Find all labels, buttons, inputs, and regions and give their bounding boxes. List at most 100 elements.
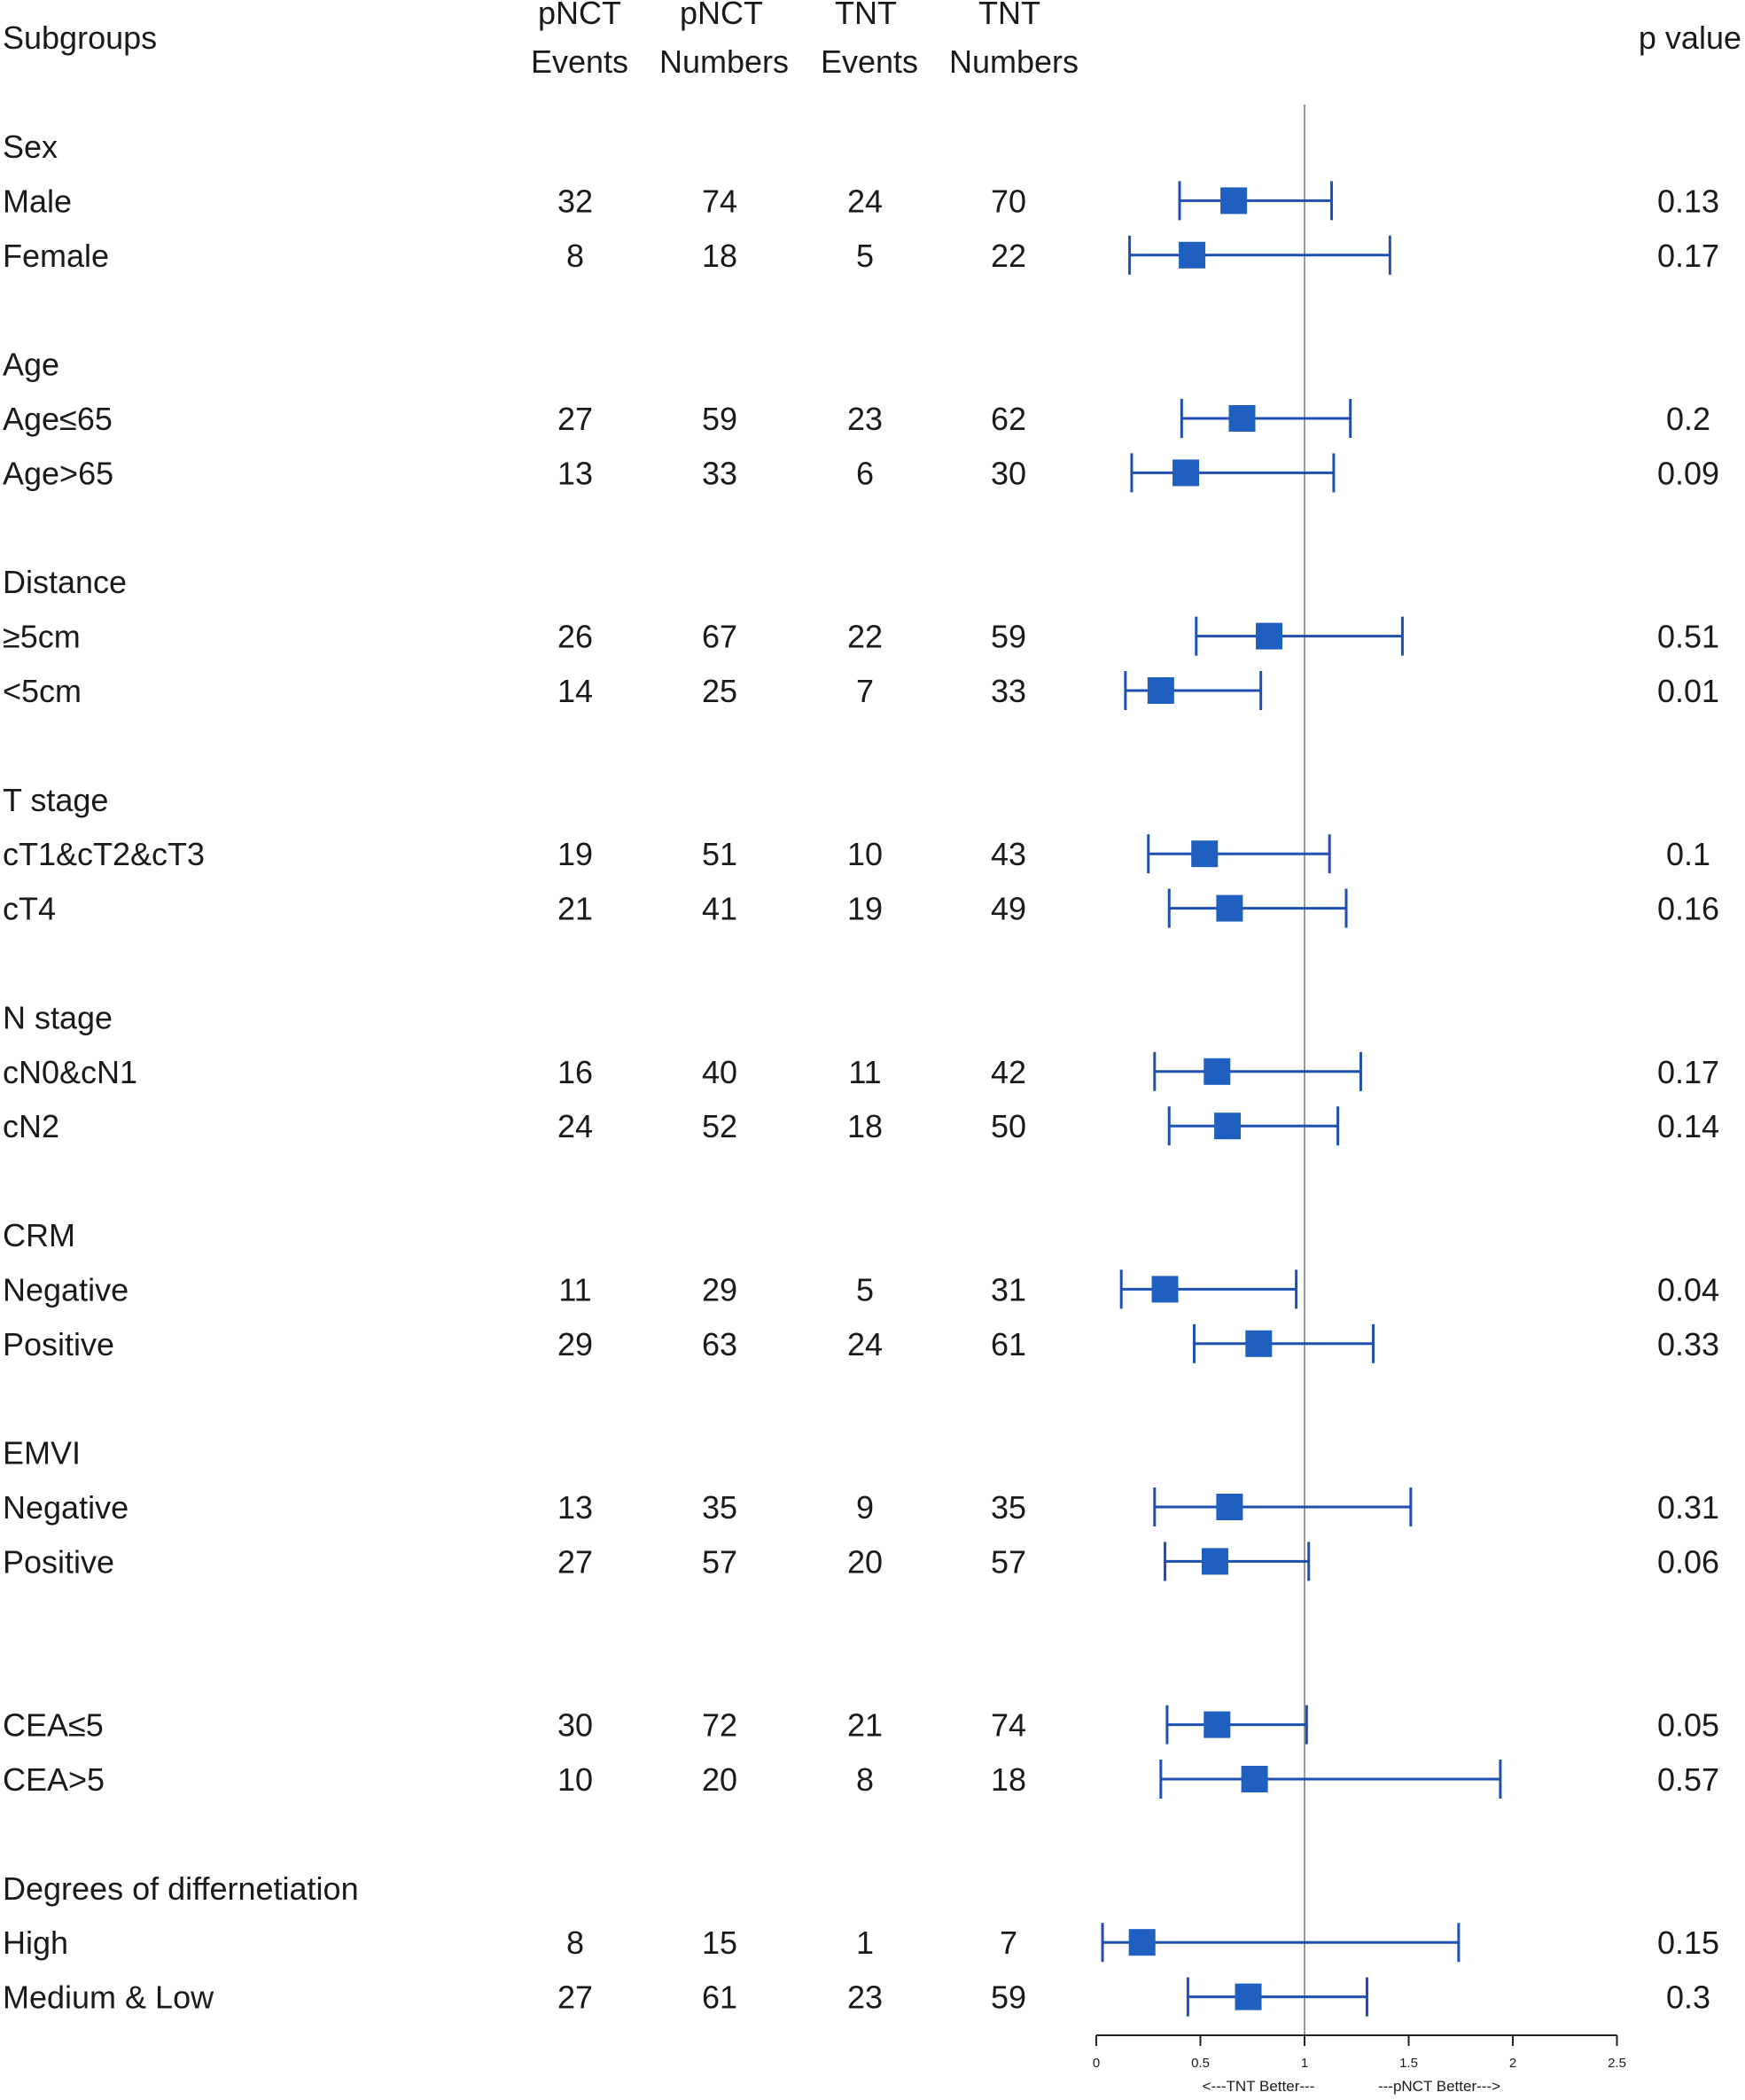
hazard-ratio-marker	[1191, 840, 1219, 868]
subgroup-heading: Degrees of differnetiation	[3, 1870, 359, 1907]
tnt-events-value: 20	[847, 1543, 883, 1580]
header-p-value: p value	[1639, 20, 1741, 56]
tnt-events-value: 23	[847, 1979, 883, 2016]
subgroup-label: CEA>5	[3, 1761, 105, 1798]
subgroup-label: CEA≤5	[3, 1707, 104, 1744]
tnt-numbers-value: 70	[991, 183, 1026, 219]
x-axis-tick-label: 1.5	[1399, 2056, 1418, 2071]
p-value: 0.06	[1657, 1543, 1719, 1580]
subgroup-label: Negative	[3, 1489, 129, 1526]
pnct-numbers-value: 67	[702, 619, 737, 655]
p-value: 0.57	[1657, 1761, 1719, 1798]
subgroup-label: High	[3, 1924, 68, 1961]
pnct-numbers-value: 52	[702, 1108, 737, 1144]
tnt-events-value: 10	[847, 836, 883, 872]
header-pnct-numbers-line1: pNCT	[680, 0, 763, 31]
hazard-ratio-marker	[1151, 1276, 1179, 1303]
tnt-numbers-value: 57	[991, 1543, 1026, 1580]
subgroup-heading: Age	[3, 347, 59, 383]
tnt-numbers-value: 42	[991, 1054, 1026, 1090]
x-axis: 0 0.5 1 1.5 2 2.5 <---TNT Better--- ---pNCT Bet…	[1093, 2034, 1626, 2095]
tnt-events-value: 18	[847, 1108, 883, 1144]
hazard-ratio-marker	[1216, 894, 1243, 922]
pnct-events-value: 27	[557, 1979, 593, 2016]
pnct-events-value: 8	[566, 238, 584, 274]
hazard-ratio-marker	[1128, 1929, 1156, 1956]
pnct-numbers-value: 59	[702, 401, 737, 437]
pnct-events-value: 13	[557, 1489, 593, 1526]
pnct-events-value: 24	[557, 1108, 593, 1144]
subgroup-label: Negative	[3, 1271, 129, 1308]
x-axis-tick-label: 2	[1509, 2056, 1516, 2071]
tnt-numbers-value: 74	[991, 1707, 1026, 1744]
tnt-events-value: 1	[856, 1924, 874, 1961]
subgroup-label: Age≤65	[3, 401, 113, 437]
pnct-numbers-value: 40	[702, 1054, 737, 1090]
pnct-events-value: 32	[557, 183, 593, 219]
subgroup-label: cT1&cT2&cT3	[3, 836, 205, 872]
header-tnt-events-line1: TNT	[835, 0, 897, 31]
hazard-ratio-marker	[1216, 1494, 1243, 1520]
header-tnt-numbers-line2: Numbers	[949, 43, 1079, 80]
tnt-events-value: 11	[848, 1054, 881, 1090]
tnt-numbers-value: 61	[991, 1326, 1026, 1362]
tnt-events-value: 24	[847, 1326, 883, 1362]
p-value: 0.33	[1657, 1326, 1719, 1362]
tnt-events-value: 5	[856, 1271, 874, 1308]
hazard-ratio-marker	[1147, 677, 1174, 704]
subgroup-label: Medium & Low	[3, 1979, 214, 2016]
subgroup-label: cN0&cN1	[3, 1054, 137, 1090]
hazard-ratio-marker	[1245, 1330, 1273, 1357]
pnct-numbers-value: 35	[702, 1489, 737, 1526]
hazard-ratio-marker	[1179, 241, 1206, 269]
subgroup-label: Female	[3, 238, 109, 274]
pnct-numbers-value: 29	[702, 1271, 737, 1308]
pnct-events-value: 26	[557, 619, 593, 655]
header-tnt-events-line2: Events	[821, 43, 918, 80]
subgroup-heading: N stage	[3, 999, 113, 1035]
subgroup-heading: EMVI	[3, 1435, 81, 1472]
tnt-events-value: 6	[856, 455, 874, 491]
x-axis-tick-label: 0	[1093, 2056, 1100, 2071]
hazard-ratio-marker	[1241, 1766, 1268, 1792]
tnt-events-value: 8	[856, 1761, 874, 1798]
tnt-events-value: 5	[856, 238, 874, 274]
tnt-numbers-value: 18	[991, 1761, 1026, 1798]
tnt-numbers-value: 7	[1000, 1924, 1017, 1961]
header-pnct-events-line2: Events	[531, 43, 628, 80]
pnct-numbers-value: 57	[702, 1543, 737, 1580]
x-axis-tick-label: 0.5	[1191, 2056, 1210, 2071]
hazard-ratio-marker	[1204, 1711, 1231, 1738]
tnt-events-value: 23	[847, 401, 883, 437]
p-value: 0.14	[1657, 1108, 1719, 1144]
pnct-events-value: 16	[557, 1054, 593, 1090]
tnt-numbers-value: 50	[991, 1108, 1026, 1144]
axis-label-tnt-better: <---TNT Better---	[1203, 2078, 1315, 2095]
pnct-events-value: 11	[558, 1271, 591, 1308]
subgroup-label: Age>65	[3, 455, 113, 491]
tnt-numbers-value: 30	[991, 455, 1026, 491]
p-value: 0.09	[1657, 455, 1719, 491]
pnct-events-value: 29	[557, 1326, 593, 1362]
pnct-numbers-value: 18	[702, 238, 737, 274]
pnct-events-value: 13	[557, 455, 593, 491]
subgroup-heading: Distance	[3, 564, 127, 600]
tnt-numbers-value: 22	[991, 238, 1026, 274]
p-value: 0.13	[1657, 183, 1719, 219]
pnct-events-value: 27	[557, 401, 593, 437]
subgroup-label: Positive	[3, 1326, 114, 1362]
p-value: 0.31	[1657, 1489, 1719, 1526]
hazard-ratio-marker	[1220, 187, 1248, 215]
tnt-events-value: 9	[856, 1489, 874, 1526]
pnct-numbers-value: 15	[702, 1924, 737, 1961]
tnt-numbers-value: 49	[991, 891, 1026, 927]
p-value: 0.1	[1666, 836, 1710, 872]
hazard-ratio-marker	[1201, 1548, 1228, 1575]
pnct-events-value: 10	[557, 1761, 593, 1798]
pnct-numbers-value: 61	[702, 1979, 737, 2016]
header-pnct-events-line1: pNCT	[538, 0, 621, 31]
pnct-numbers-value: 41	[702, 891, 737, 927]
pnct-numbers-value: 33	[702, 455, 737, 491]
tnt-numbers-value: 43	[991, 836, 1026, 872]
